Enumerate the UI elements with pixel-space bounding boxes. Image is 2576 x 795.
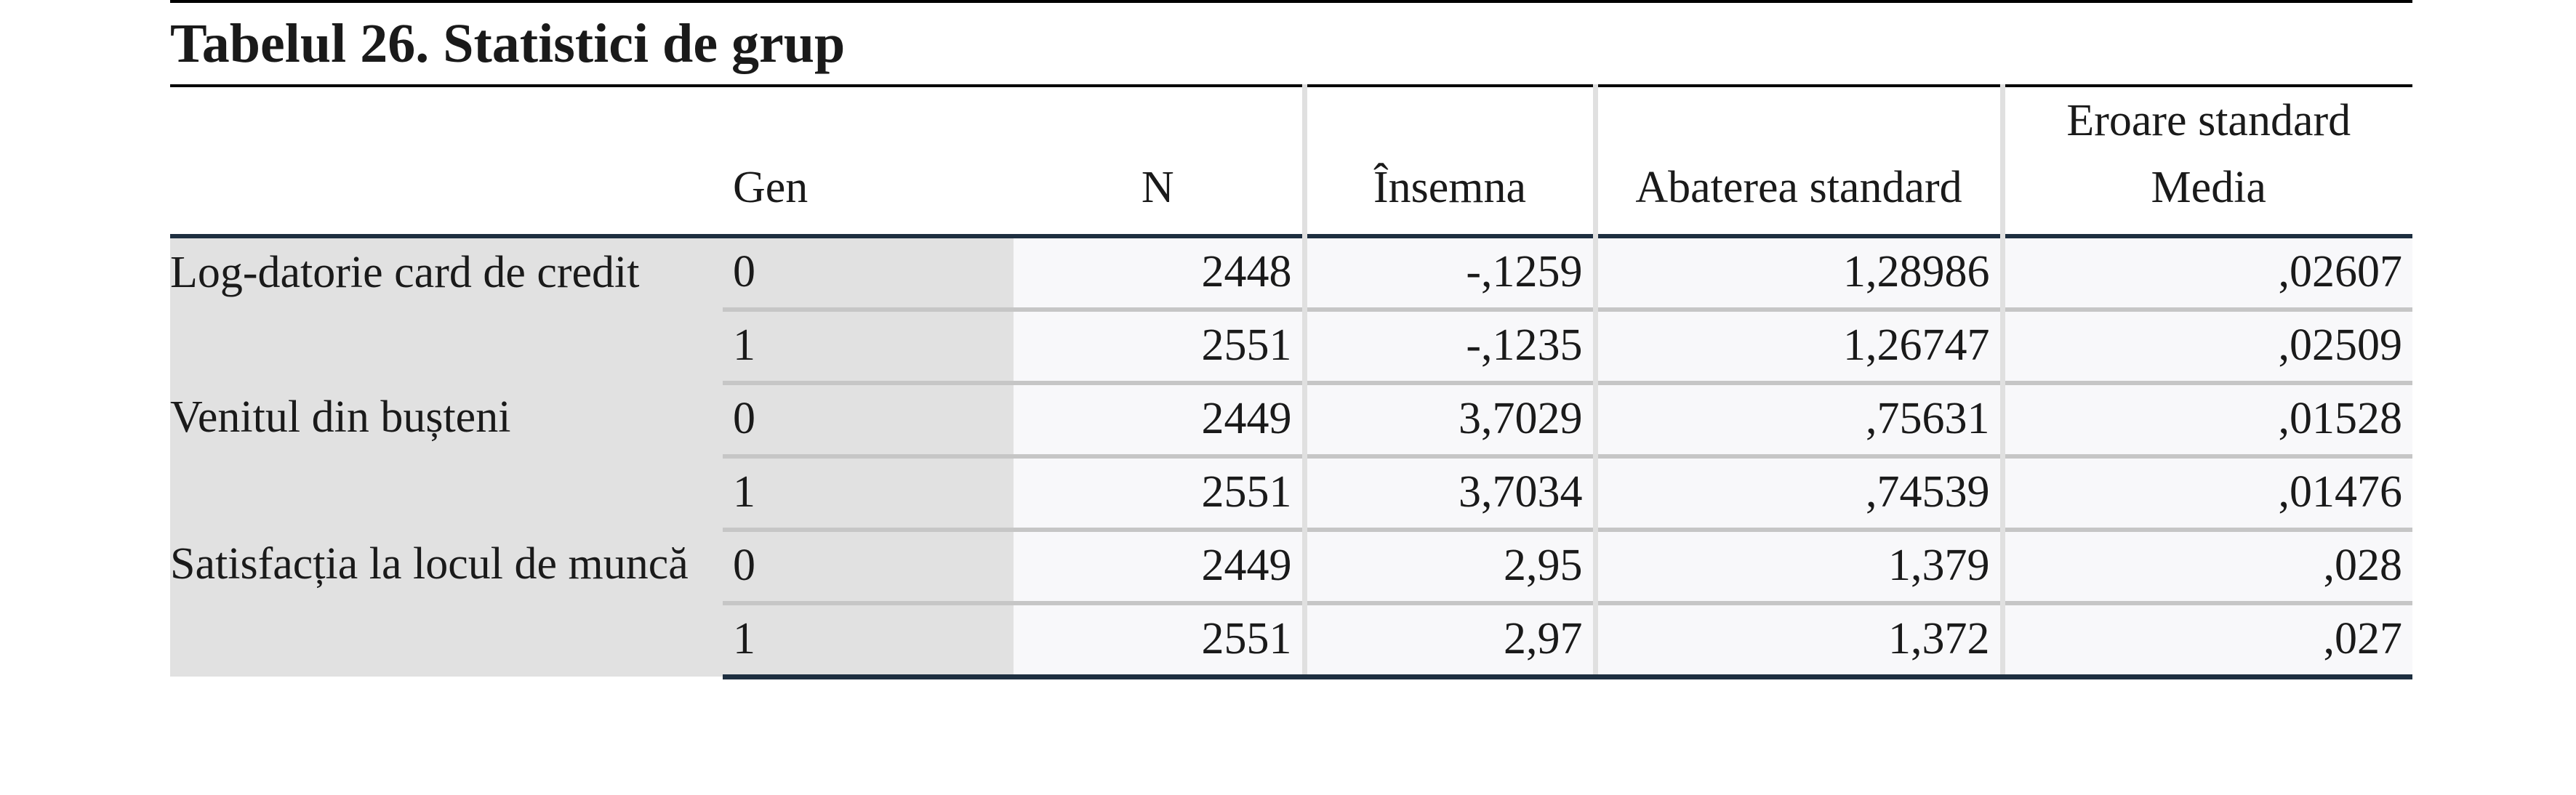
table-row: Satisfacția la locul de muncă 0 2449 2,9… [170, 530, 2412, 677]
cell-n: 2551 [1014, 310, 1304, 385]
cell-std-dev: 1,26747 [1592, 310, 2002, 385]
header-n: N [1014, 84, 1304, 238]
cell-std-error: ,028 [1999, 530, 2412, 605]
cell-std-dev: ,74539 [1592, 456, 2002, 532]
table-row: Log-datorie card de credit 0 2448 -,1259… [170, 236, 2412, 383]
top-rule [170, 0, 2412, 3]
table-row: 1 2551 2,97 1,372 ,027 [170, 603, 2412, 679]
header-std-error-line1: Eroare standard [2066, 96, 2351, 145]
cell-std-error: ,01528 [1999, 383, 2412, 459]
cell-n: 2449 [1014, 383, 1304, 459]
cell-std-error: ,02509 [1999, 310, 2412, 385]
row-label-log-debt: Log-datorie card de credit [170, 236, 723, 383]
cell-std-dev: ,75631 [1592, 383, 2002, 459]
cell-mean: 2,95 [1301, 530, 1595, 605]
header-row: Gen N Însemna Abaterea standard Eroare s… [170, 84, 2412, 238]
cell-std-dev: 1,372 [1592, 603, 2002, 679]
cell-gen: 0 [723, 383, 1014, 459]
table-row: 1 2551 -,1235 1,26747 ,02509 [170, 310, 2412, 385]
header-gen: Gen [723, 84, 1014, 238]
cell-n: 2551 [1014, 456, 1304, 532]
table-row: 1 2551 3,7034 ,74539 ,01476 [170, 456, 2412, 532]
cell-n: 2551 [1014, 603, 1304, 679]
header-variable-blank [170, 84, 723, 238]
cell-mean: -,1235 [1301, 310, 1595, 385]
cell-gen: 1 [723, 310, 1014, 385]
cell-mean: 3,7034 [1301, 456, 1595, 532]
cell-mean: 3,7029 [1301, 383, 1595, 459]
cell-std-dev: 1,28986 [1592, 236, 2002, 312]
cell-mean: 2,97 [1301, 603, 1595, 679]
header-std-error-line2: Media [2151, 163, 2266, 212]
cell-std-error: ,027 [1999, 603, 2412, 679]
cell-std-dev: 1,379 [1592, 530, 2002, 605]
cell-std-error: ,02607 [1999, 236, 2412, 312]
cell-gen: 0 [723, 530, 1014, 605]
cell-gen: 1 [723, 603, 1014, 679]
header-mean: Însemna [1301, 84, 1595, 238]
cell-gen: 1 [723, 456, 1014, 532]
cell-std-error: ,01476 [1999, 456, 2412, 532]
table-row: Venitul din bușteni 0 2449 3,7029 ,75631… [170, 383, 2412, 530]
header-std-error: Eroare standard Media [1999, 84, 2412, 238]
cell-n: 2448 [1014, 236, 1304, 312]
cell-n: 2449 [1014, 530, 1304, 605]
row-label-job-satisfaction: Satisfacția la locul de muncă [170, 530, 723, 677]
table-title: Tabelul 26. Statistici de grup [170, 13, 846, 74]
group-statistics-table: Gen N Însemna Abaterea standard Eroare s… [170, 84, 2412, 679]
row-label-log-income: Venitul din bușteni [170, 383, 723, 530]
header-std-dev: Abaterea standard [1592, 84, 2002, 238]
cell-mean: -,1259 [1301, 236, 1595, 312]
cell-gen: 0 [723, 236, 1014, 312]
